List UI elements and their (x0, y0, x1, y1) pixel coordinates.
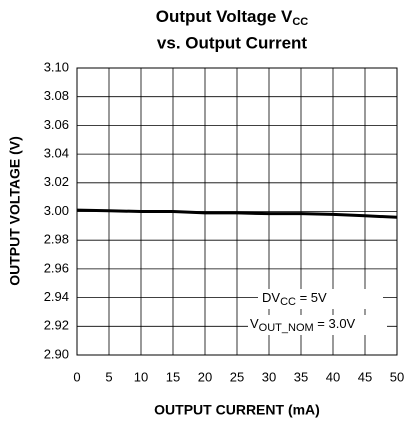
plot (76, 208, 398, 219)
y-tick-label: 3.08 (44, 88, 69, 103)
annotation: VOUT_NOM = 3.0V (250, 316, 356, 333)
y-axis-label: OUTPUT VOLTAGE (V) (7, 136, 23, 286)
x-tick-label: 40 (326, 369, 340, 384)
title-text: Output Voltage V (156, 7, 293, 26)
x-tick-label: 5 (105, 369, 112, 384)
x-axis-label: OUTPUT CURRENT (mA) (154, 402, 320, 418)
annotation-bg (248, 315, 387, 335)
y-tick-label: 3.04 (44, 146, 69, 161)
y-tick-label: 3.00 (44, 203, 69, 218)
y-tick-label: 2.92 (44, 318, 69, 333)
y-tick-label: 3.02 (44, 174, 69, 189)
y-tick-label: 3.10 (44, 59, 69, 74)
x-tick-label: 25 (230, 369, 244, 384)
x-tick-label: 20 (198, 369, 212, 384)
data-line (76, 208, 398, 219)
annotation: DVCC = 5V (262, 290, 327, 307)
x-tick-label: 15 (166, 369, 180, 384)
x-tick-label: 0 (73, 369, 80, 384)
y-tick-label: 2.96 (44, 260, 69, 275)
x-tick-label: 35 (294, 369, 308, 384)
y-tick-label: 2.94 (44, 289, 69, 304)
annotation-subscript: OUT_NOM (259, 322, 314, 334)
plot-frame (76, 67, 398, 356)
annotation-text: = 5V (296, 290, 327, 305)
chart-subtitle: vs. Output Current (157, 33, 308, 52)
x-tick-label: 10 (134, 369, 148, 384)
x-tick-label: 30 (262, 369, 276, 384)
y-tick-label: 2.98 (44, 232, 69, 247)
annotation-text: DV (262, 290, 280, 305)
annotation-subscript: CC (280, 296, 296, 308)
annotation-bg (258, 289, 383, 309)
chart-title: Output Voltage VCC (156, 7, 309, 27)
y-tick-label: 2.90 (44, 346, 69, 361)
y-tick-label: 3.06 (44, 117, 69, 132)
x-tick-label: 45 (358, 369, 372, 384)
x-tick-label: 50 (390, 369, 404, 384)
annotation-text: V (250, 316, 259, 331)
title-subscript: CC (292, 16, 308, 28)
annotation-text: = 3.0V (314, 316, 356, 331)
